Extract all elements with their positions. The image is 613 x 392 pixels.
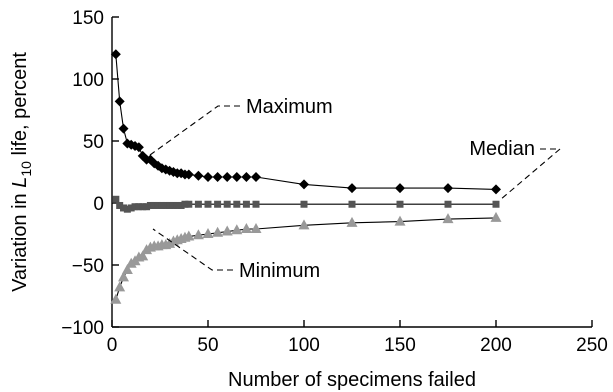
x-tick-label: 50 (197, 335, 218, 356)
median-point (204, 200, 212, 208)
maximum-leader-line (149, 105, 240, 156)
annotations: Maximum Median Minimum (149, 96, 562, 282)
maximum-point (114, 96, 125, 107)
median-point (396, 200, 404, 208)
median-point (131, 203, 139, 211)
maximum-point (241, 171, 252, 182)
median-point (348, 200, 356, 208)
minimum-annotation: Minimum (239, 260, 320, 282)
maximum-point (183, 169, 194, 180)
median-point (252, 200, 260, 208)
series-markers (110, 49, 502, 304)
median-point (135, 203, 143, 211)
median-point (173, 201, 181, 209)
maximum-point (193, 170, 204, 181)
maximum-annotation: Maximum (246, 96, 333, 118)
minimum-point (250, 223, 262, 234)
median-point (146, 201, 154, 209)
median-point (123, 205, 131, 213)
maximum-point (299, 179, 309, 190)
median-point (233, 200, 241, 208)
minimum-series-line (115, 217, 497, 300)
minimum-point (298, 219, 310, 230)
median-point (162, 201, 170, 209)
maximum-point (251, 171, 261, 182)
maximum-point (212, 171, 223, 182)
x-ticks: 0 50 100 150 200 250 (107, 320, 608, 356)
minimum-point (192, 229, 204, 240)
y-axis-title-post: life, percent (9, 52, 31, 161)
median-point (177, 201, 185, 209)
maximum-point (491, 184, 501, 195)
x-tick-label: 200 (480, 335, 512, 356)
y-tick-label: 150 (72, 8, 104, 29)
x-tick-label: 0 (107, 335, 118, 356)
minimum-point (231, 224, 243, 235)
median-point (300, 200, 308, 208)
y-tick-label: −100 (61, 318, 104, 339)
minimum-leader-line (152, 228, 233, 271)
y-axis-title-var: L (9, 177, 31, 188)
median-point (112, 195, 120, 203)
minimum-point (137, 250, 149, 261)
y-tick-label: 50 (83, 132, 104, 153)
median-point (143, 203, 151, 211)
median-point (492, 200, 500, 208)
median-point (158, 201, 166, 209)
minimum-point (118, 271, 130, 282)
x-tick-label: 150 (384, 335, 416, 356)
maximum-point (118, 123, 129, 134)
median-point (127, 204, 135, 212)
y-axis-title: Variation in L10 life, percent (9, 52, 34, 292)
median-point (223, 200, 231, 208)
maximum-point (222, 171, 233, 182)
minimum-point (110, 293, 122, 304)
y-ticks: 150 100 50 0 −50 −100 (61, 8, 119, 339)
minimum-point (212, 226, 224, 237)
median-point (116, 201, 124, 209)
median-point (120, 204, 128, 212)
median-point (194, 200, 202, 208)
minimum-point (121, 263, 133, 274)
x-axis-title: Number of specimens failed (228, 369, 476, 391)
minimum-point (442, 213, 454, 224)
minimum-point (183, 230, 195, 241)
median-point (181, 200, 189, 208)
x-tick-label: 100 (288, 335, 320, 356)
median-point (444, 200, 452, 208)
y-tick-label: −50 (72, 256, 104, 277)
maximum-point (395, 183, 405, 194)
maximum-point (443, 183, 453, 194)
median-point (150, 201, 158, 209)
median-leader-line (499, 148, 562, 201)
median-point (166, 201, 174, 209)
x-tick-label: 250 (576, 335, 608, 356)
median-annotation: Median (469, 138, 535, 160)
y-tick-label: 100 (72, 70, 104, 91)
minimum-point (346, 216, 358, 227)
maximum-point (231, 171, 242, 182)
median-point (214, 200, 222, 208)
minimum-point (394, 215, 406, 226)
y-tick-label: 0 (93, 194, 104, 215)
minimum-point (221, 225, 233, 236)
median-point (185, 200, 193, 208)
maximum-point (133, 142, 144, 153)
minimum-point (490, 211, 502, 222)
median-point (242, 200, 250, 208)
median-point (154, 201, 162, 209)
minimum-point (114, 281, 126, 292)
median-point (139, 203, 147, 211)
y-axis-title-pre: Variation in (9, 188, 31, 292)
y-axis-title-sub: 10 (18, 161, 34, 177)
minimum-point (202, 228, 214, 238)
maximum-point (203, 171, 213, 182)
minimum-point (240, 223, 252, 234)
median-point (169, 201, 177, 209)
maximum-point (110, 49, 121, 60)
maximum-point (347, 183, 357, 194)
axes (111, 17, 592, 328)
